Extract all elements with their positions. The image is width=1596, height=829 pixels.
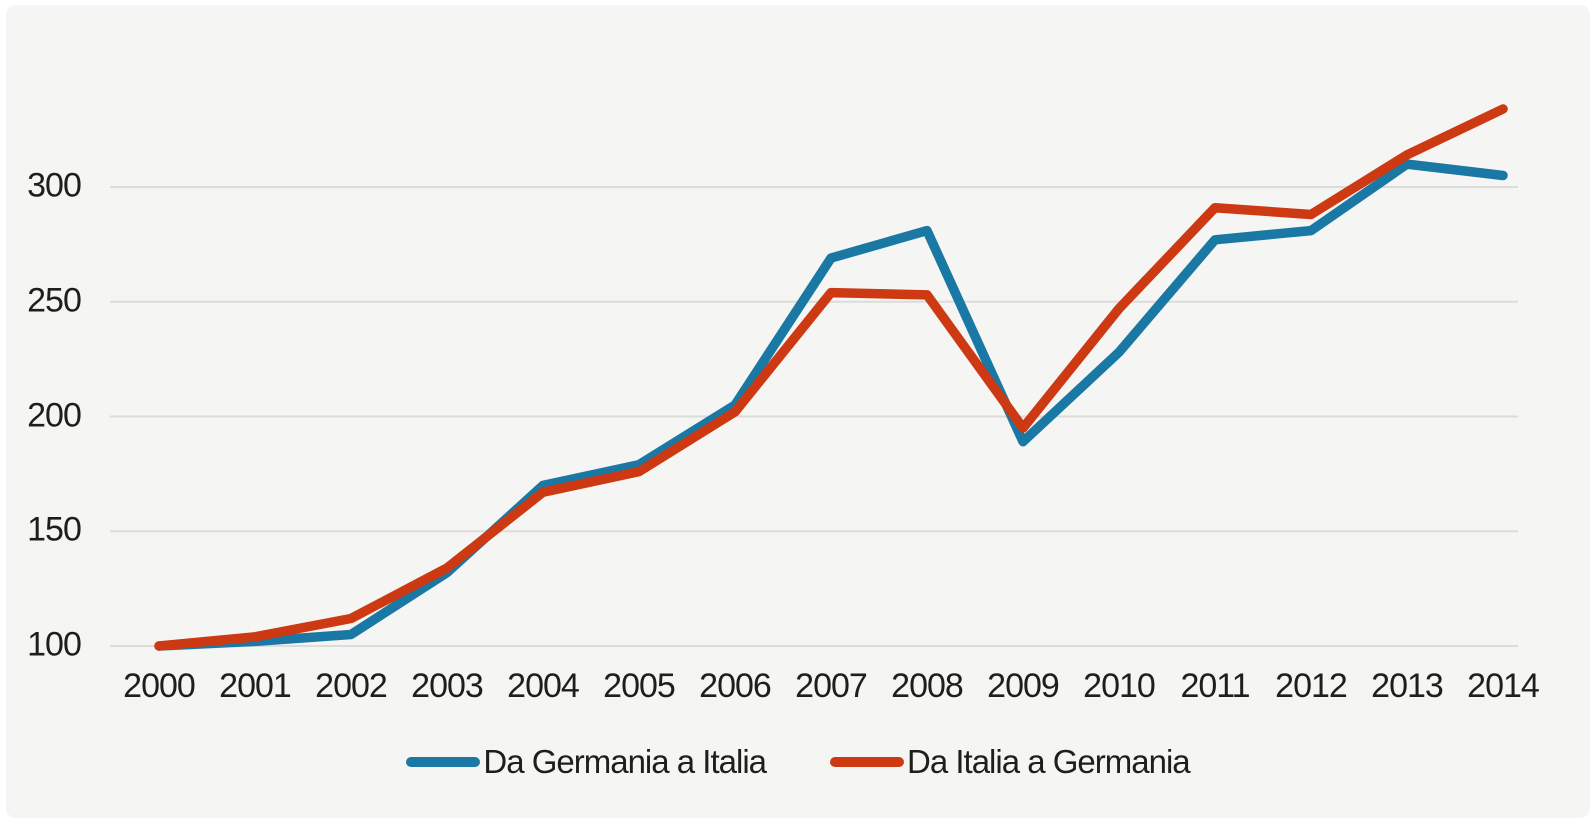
- series-line-da-germania-a-italia: [154, 159, 1508, 651]
- legend-swatch-blue-line-icon: [406, 756, 481, 767]
- legend-label-da-germania-a-italia: Da Germania a Italia: [483, 743, 767, 780]
- x-tick-label-2008: 2008: [891, 667, 964, 705]
- y-tick-label-200: 200: [27, 396, 82, 435]
- x-tick-label-2012: 2012: [1275, 667, 1348, 705]
- series-line-da-italia-a-germania: [154, 104, 1508, 651]
- chart-panel: 100 150 200 250 300 2000 2001 2002 2003 2004 2005…: [6, 5, 1590, 818]
- legend-item-da-italia-a-germania[interactable]: Da Italia a Germania: [830, 743, 1191, 780]
- x-tick-label-2003: 2003: [411, 667, 484, 705]
- y-tick-label-250: 250: [27, 281, 82, 320]
- y-tick-label-150: 150: [27, 510, 82, 549]
- x-tick-label-2001: 2001: [219, 667, 292, 705]
- y-tick-label-300: 300: [27, 166, 82, 205]
- y-tick-label-100: 100: [27, 625, 82, 664]
- x-tick-label-2000: 2000: [123, 667, 196, 705]
- legend-label-da-italia-a-germania: Da Italia a Germania: [907, 743, 1191, 780]
- x-tick-label-2007: 2007: [795, 667, 868, 705]
- legend: Da Germania a Italia Da Italia a Germani…: [6, 745, 1590, 778]
- legend-item-da-germania-a-italia[interactable]: Da Germania a Italia: [406, 743, 767, 780]
- x-tick-label-2010: 2010: [1083, 667, 1156, 705]
- x-tick-label-2006: 2006: [699, 667, 772, 705]
- x-tick-label-2004: 2004: [507, 667, 580, 705]
- x-tick-label-2002: 2002: [315, 667, 388, 705]
- line-chart: [110, 104, 1518, 651]
- x-tick-label-2011: 2011: [1180, 667, 1250, 705]
- x-tick-label-2009: 2009: [987, 667, 1060, 705]
- x-tick-label-2013: 2013: [1371, 667, 1444, 705]
- x-tick-label-2014: 2014: [1467, 667, 1540, 705]
- legend-swatch-red-line-icon: [830, 756, 904, 767]
- gridlines: [110, 186, 1518, 647]
- x-tick-label-2005: 2005: [603, 667, 676, 705]
